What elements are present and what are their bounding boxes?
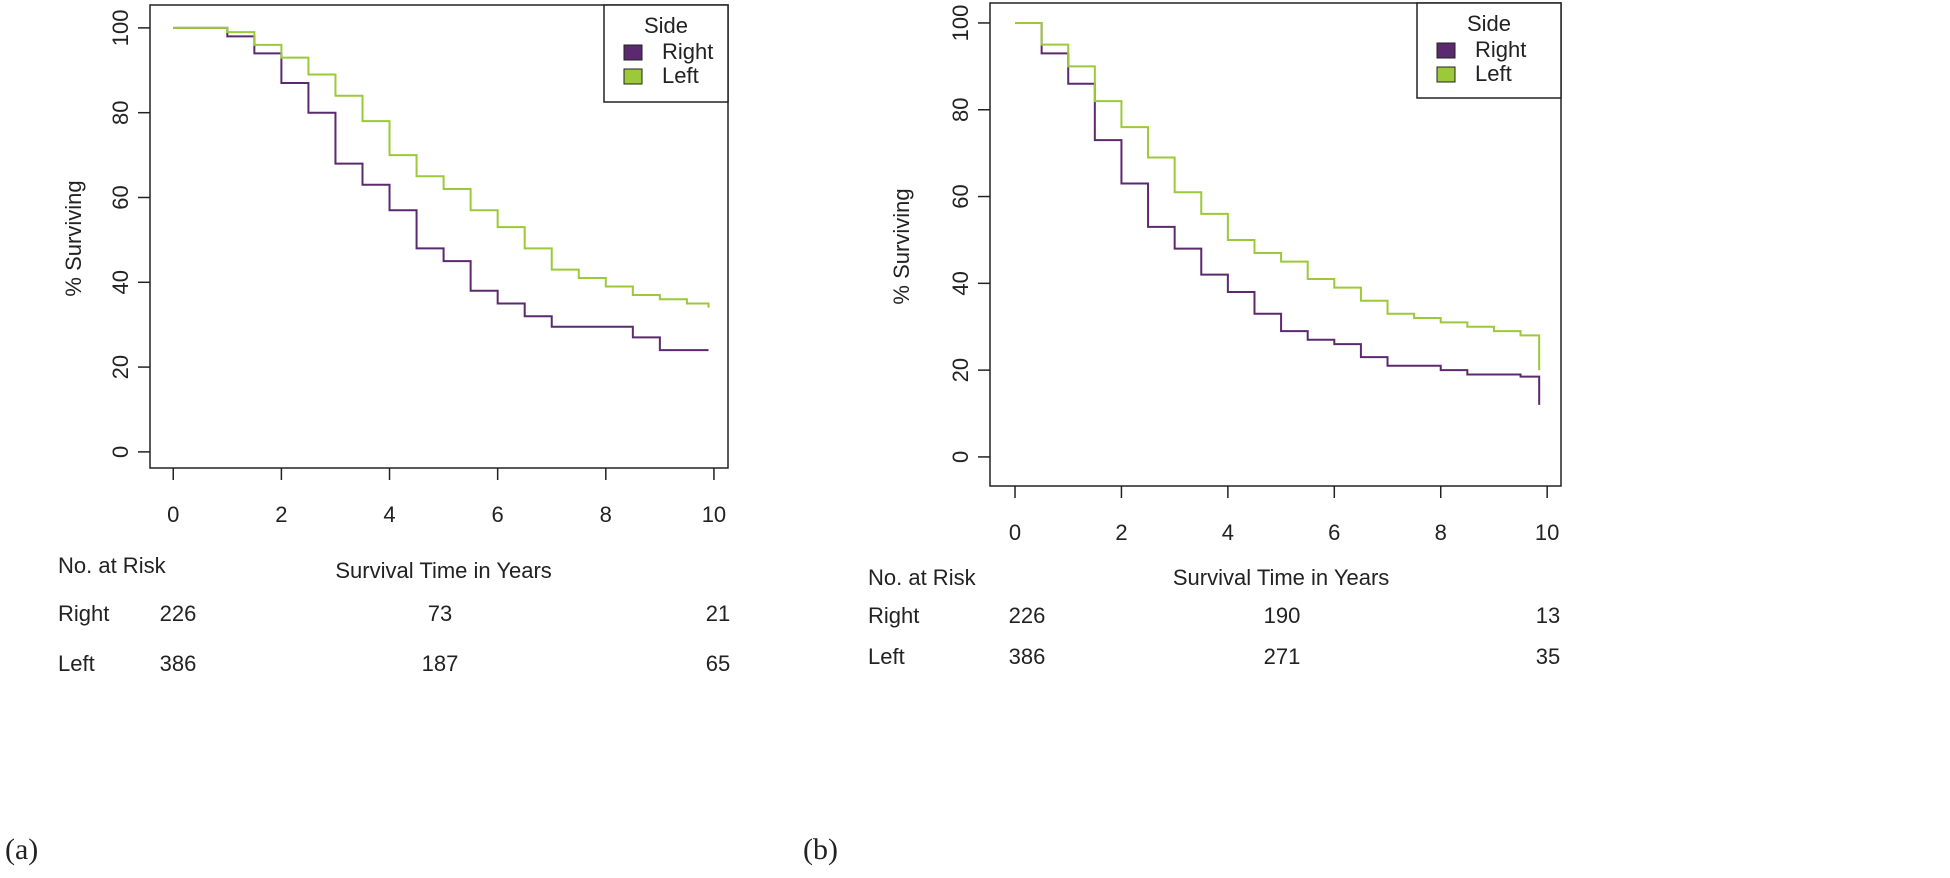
y-tick-label: 0 (948, 451, 973, 463)
risk-row-name: Right (868, 603, 919, 628)
x-tick-label: 6 (492, 502, 504, 527)
survival-curve (1015, 21, 1541, 371)
x-tick-label: 8 (600, 502, 612, 527)
y-tick-label: 40 (948, 271, 973, 295)
x-tick-label: 2 (1115, 520, 1127, 545)
risk-count: 190 (1264, 603, 1301, 628)
panel-label: (b) (803, 833, 838, 866)
y-tick-label: 60 (108, 185, 133, 209)
survival-curve (173, 26, 709, 352)
legend-title: Side (1467, 11, 1511, 36)
y-axis-label: % Surviving (61, 180, 86, 296)
legend-swatch (623, 68, 643, 85)
risk-row-name: Left (58, 651, 95, 676)
y-tick-label: 80 (948, 98, 973, 122)
risk-row-name: Left (868, 644, 905, 669)
x-tick-label: 4 (1222, 520, 1234, 545)
x-axis-label: Survival Time in Years (1173, 565, 1389, 590)
survival-curve (173, 26, 710, 308)
risk-count: 226 (1009, 603, 1046, 628)
survival-curve (1015, 21, 1541, 405)
x-tick-label: 10 (1535, 520, 1559, 545)
plot-frame (149, 4, 729, 469)
risk-count: 386 (1009, 644, 1046, 669)
legend-label: Right (1475, 37, 1526, 62)
legend-swatch (1436, 42, 1456, 59)
legend-label: Right (662, 39, 713, 64)
risk-table-title: No. at Risk (868, 565, 977, 590)
risk-count: 35 (1536, 644, 1560, 669)
x-tick-label: 2 (275, 502, 287, 527)
y-tick-label: 60 (948, 184, 973, 208)
x-tick-label: 0 (1009, 520, 1021, 545)
legend-swatch (623, 44, 643, 61)
plot-frame (989, 2, 1562, 487)
y-axis-label: % Surviving (889, 188, 914, 304)
risk-row-name: Right (58, 601, 109, 626)
y-tick-label: 40 (108, 270, 133, 294)
x-axis-label: Survival Time in Years (335, 558, 551, 583)
risk-table-title: No. at Risk (58, 553, 167, 578)
x-tick-label: 4 (383, 502, 395, 527)
x-tick-label: 6 (1328, 520, 1340, 545)
y-tick-label: 0 (108, 446, 133, 458)
y-tick-label: 100 (108, 10, 133, 47)
risk-count: 271 (1264, 644, 1301, 669)
x-tick-label: 0 (167, 502, 179, 527)
x-tick-label: 10 (702, 502, 726, 527)
legend-title: Side (644, 13, 688, 38)
risk-count: 13 (1536, 603, 1560, 628)
x-tick-label: 8 (1435, 520, 1447, 545)
risk-count: 226 (160, 601, 197, 626)
panel-label: (a) (5, 833, 38, 866)
risk-count: 187 (422, 651, 459, 676)
y-tick-label: 20 (108, 355, 133, 379)
y-tick-label: 80 (108, 100, 133, 124)
risk-count: 65 (706, 651, 730, 676)
y-tick-label: 20 (948, 358, 973, 382)
legend-label: Left (662, 63, 699, 88)
risk-count: 386 (160, 651, 197, 676)
y-tick-label: 100 (948, 5, 973, 42)
legend-label: Left (1475, 61, 1512, 86)
legend-swatch (1436, 66, 1456, 83)
risk-count: 73 (428, 601, 452, 626)
risk-count: 21 (706, 601, 730, 626)
